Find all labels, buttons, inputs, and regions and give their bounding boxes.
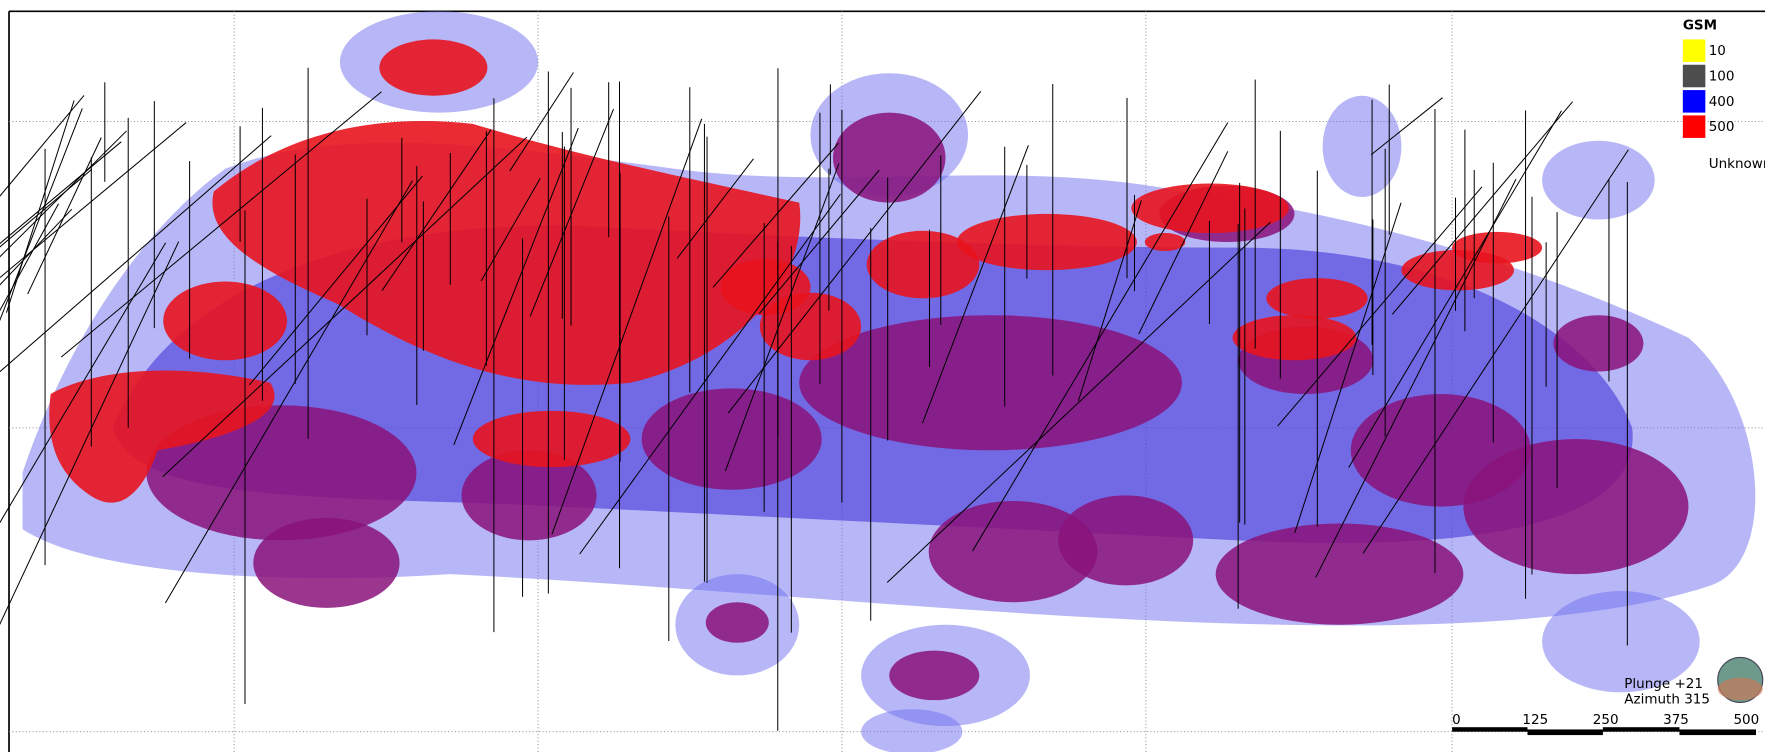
scale-segment bbox=[1679, 729, 1756, 735]
plunge-label: Plunge +21 bbox=[1624, 676, 1703, 692]
viewer-page: GSM 10 100 400 500 Unknown Plunge +21 Azimut… bbox=[0, 0, 1765, 752]
scale-label: 500 bbox=[1733, 712, 1759, 728]
legend-label: 500 bbox=[1709, 119, 1735, 135]
scale-segment bbox=[1527, 729, 1602, 735]
legend-label: 400 bbox=[1709, 94, 1735, 110]
scale-label: 0 bbox=[1452, 712, 1461, 728]
3d-viewport[interactable]: GSM 10 100 400 500 Unknown Plunge +21 Azimut… bbox=[0, 0, 1765, 752]
scale-label: 250 bbox=[1593, 712, 1619, 728]
scale-label: 375 bbox=[1663, 712, 1689, 728]
legend-swatch bbox=[1683, 90, 1706, 113]
scale-segment bbox=[1452, 727, 1527, 732]
legend-swatch bbox=[1683, 65, 1706, 88]
scale-label: 125 bbox=[1522, 712, 1548, 728]
legend-label: 10 bbox=[1709, 43, 1726, 59]
legend-swatch bbox=[1683, 39, 1706, 62]
legend-label: 100 bbox=[1709, 69, 1735, 85]
scale-segment bbox=[1603, 727, 1680, 732]
legend-label: Unknown bbox=[1709, 156, 1765, 172]
globe-band bbox=[1718, 678, 1763, 701]
legend-swatch bbox=[1683, 115, 1706, 138]
legend-title: GSM bbox=[1683, 17, 1717, 33]
azimuth-label: Azimuth 315 bbox=[1624, 692, 1710, 708]
